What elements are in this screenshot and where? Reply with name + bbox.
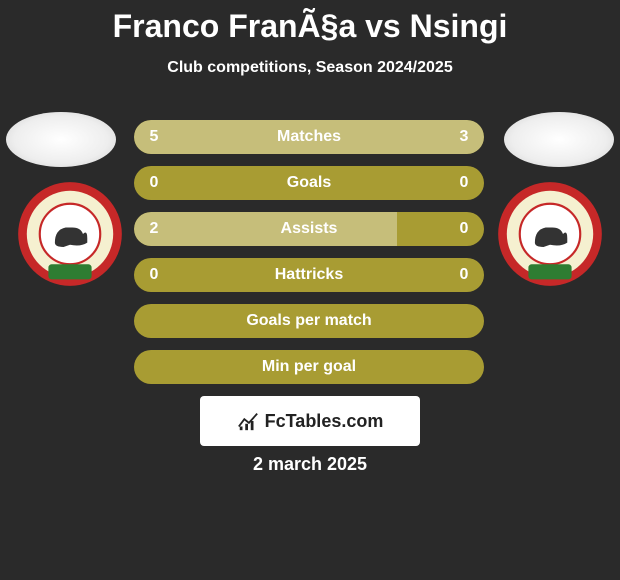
stat-value-left: 5 [134, 128, 174, 146]
club-crest-left [16, 180, 124, 288]
player-avatar-left [6, 112, 116, 167]
stat-value-left: 0 [134, 266, 174, 284]
player-avatar-right [504, 112, 614, 167]
branding-text: FcTables.com [265, 411, 384, 432]
stat-row: Goals per match [134, 304, 484, 338]
stat-value-right: 0 [444, 266, 484, 284]
page-title: Franco FranÃ§a vs Nsingi [0, 0, 620, 45]
stat-value-left: 0 [134, 174, 174, 192]
stat-label: Min per goal [174, 358, 444, 376]
club-crest-right [496, 180, 604, 288]
branding-box: FcTables.com [200, 396, 420, 446]
crest-icon [496, 180, 604, 288]
stat-label: Hattricks [174, 266, 444, 284]
stat-value-right: 0 [444, 174, 484, 192]
stat-row: Min per goal [134, 350, 484, 384]
stat-value-right: 3 [444, 128, 484, 146]
stat-label: Assists [174, 220, 444, 238]
stat-value-left: 2 [134, 220, 174, 238]
stat-value-right: 0 [444, 220, 484, 238]
stats-container: 5Matches30Goals02Assists00Hattricks0Goal… [134, 120, 484, 396]
stat-row: 5Matches3 [134, 120, 484, 154]
stat-row: 0Hattricks0 [134, 258, 484, 292]
stat-row: 2Assists0 [134, 212, 484, 246]
crest-icon [16, 180, 124, 288]
date-text: 2 march 2025 [0, 454, 620, 475]
subtitle: Club competitions, Season 2024/2025 [0, 59, 620, 77]
chart-icon [237, 410, 259, 432]
comparison-card: Franco FranÃ§a vs Nsingi Club competitio… [0, 0, 620, 580]
stat-label: Goals per match [174, 312, 444, 330]
stat-label: Matches [174, 128, 444, 146]
stat-label: Goals [174, 174, 444, 192]
stat-row: 0Goals0 [134, 166, 484, 200]
